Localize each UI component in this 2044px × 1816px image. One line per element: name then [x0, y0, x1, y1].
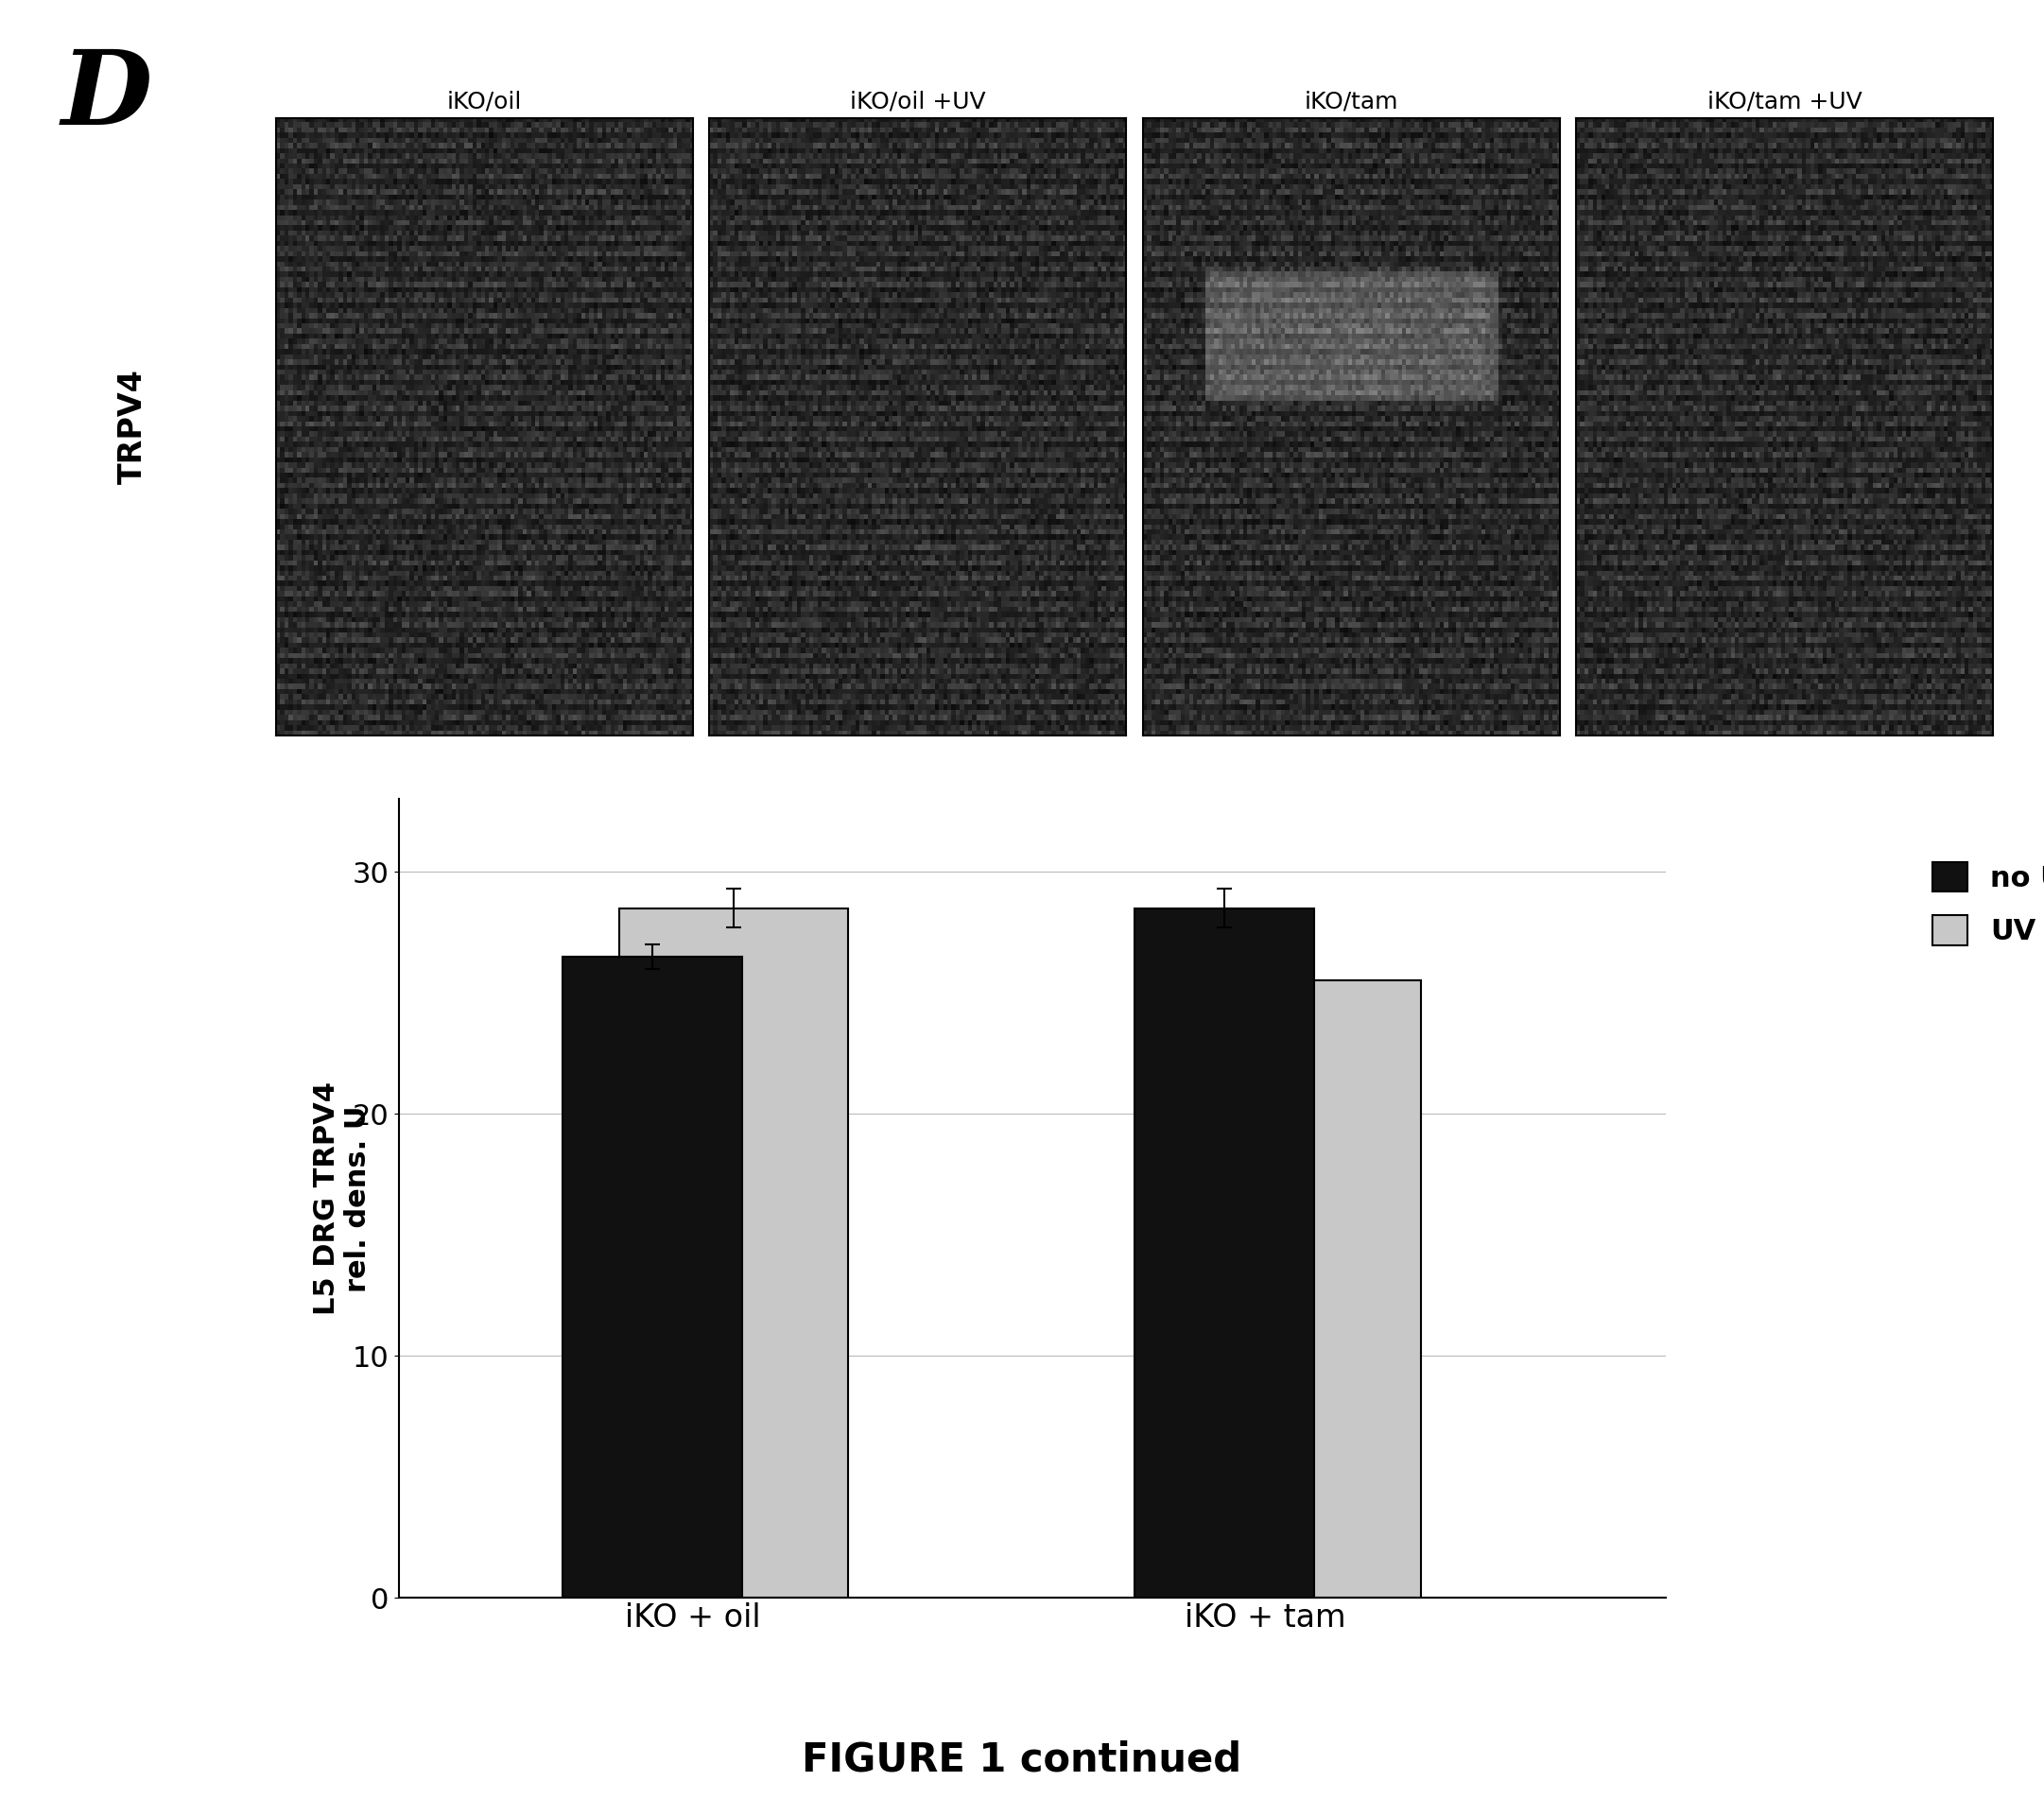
Bar — [619, 908, 848, 1598]
Y-axis label: L5 DRG TRPV4
rel. dens. U: L5 DRG TRPV4 rel. dens. U — [313, 1082, 372, 1315]
Text: iKO/oil: iKO/oil — [448, 91, 521, 113]
Text: iKO/oil +UV: iKO/oil +UV — [850, 91, 985, 113]
Text: FIGURE 1 continued: FIGURE 1 continued — [801, 1740, 1243, 1780]
Bar — [1192, 981, 1421, 1598]
Text: iKO/tam +UV: iKO/tam +UV — [1707, 91, 1862, 113]
Bar — [562, 957, 742, 1598]
Text: TRPV4: TRPV4 — [117, 369, 149, 485]
Bar — [1134, 908, 1314, 1598]
Text: iKO/tam: iKO/tam — [1304, 91, 1398, 113]
Text: D: D — [61, 45, 153, 147]
Legend: no UV, UV: no UV, UV — [1923, 854, 2044, 955]
